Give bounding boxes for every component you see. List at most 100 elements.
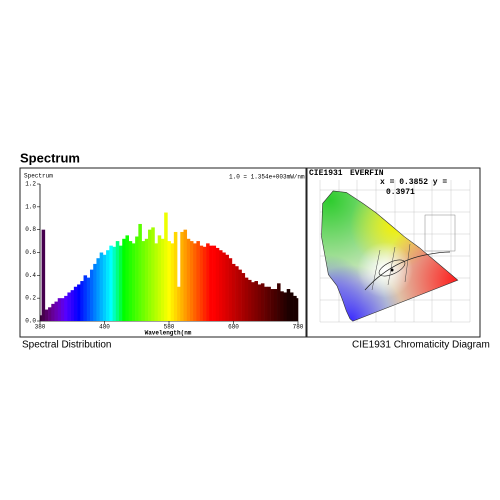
y-tick-label: 0.0 xyxy=(25,318,36,325)
bar xyxy=(64,295,68,321)
bar xyxy=(112,246,117,321)
bar xyxy=(73,286,78,321)
y-tick-label: 1.2 xyxy=(25,181,36,188)
caption: Spectral Distribution xyxy=(22,340,111,351)
bar xyxy=(238,269,242,321)
cie-coords: x = 0.3852 y = xyxy=(380,178,447,187)
bar xyxy=(235,266,239,321)
y-tick-label: 1.0 xyxy=(25,203,36,210)
y-tick-label: 0.6 xyxy=(25,249,36,256)
bar xyxy=(125,235,129,321)
bar xyxy=(96,258,100,321)
bar xyxy=(128,241,133,321)
bar xyxy=(296,298,299,321)
bar xyxy=(264,286,268,321)
bar xyxy=(215,247,220,321)
bar xyxy=(106,250,110,321)
bar xyxy=(48,307,52,321)
bar xyxy=(80,281,84,321)
bar xyxy=(138,223,142,321)
bar xyxy=(277,283,281,321)
bar xyxy=(54,301,59,321)
bar xyxy=(212,245,217,321)
bar xyxy=(280,291,284,321)
annotation: 1.0 = 1.354e+003mW/nm xyxy=(229,174,305,181)
bar xyxy=(119,245,123,321)
bar xyxy=(57,298,62,321)
bar xyxy=(218,250,223,321)
bar xyxy=(144,238,149,321)
bar xyxy=(254,281,258,321)
bar xyxy=(180,231,184,321)
bar xyxy=(273,289,278,321)
bar xyxy=(270,289,275,321)
y-tick-label: 0.8 xyxy=(25,226,36,233)
x-tick-label: 780 xyxy=(293,324,304,331)
bar xyxy=(151,227,155,321)
bar xyxy=(202,246,207,321)
bar xyxy=(157,235,162,321)
bar xyxy=(173,231,178,321)
x-tick-label: 380 xyxy=(35,324,46,331)
bar xyxy=(189,241,194,321)
bar xyxy=(41,229,46,321)
bar xyxy=(141,241,146,321)
bar xyxy=(102,254,107,321)
bar xyxy=(51,303,55,321)
spectrum-frame xyxy=(19,167,307,338)
bar xyxy=(67,292,71,321)
y-tick-label: 0.2 xyxy=(25,295,36,302)
bar xyxy=(260,283,265,321)
bar xyxy=(251,282,255,321)
bar xyxy=(60,298,65,321)
bar xyxy=(40,315,42,321)
bar xyxy=(209,245,213,321)
x-tick-label: 480 xyxy=(99,324,110,331)
bar xyxy=(293,295,297,321)
bar xyxy=(122,238,126,321)
bar xyxy=(44,309,49,321)
bar xyxy=(167,241,171,321)
bar xyxy=(186,238,191,321)
chart-title: Spectrum xyxy=(24,173,53,180)
bar xyxy=(206,243,210,321)
bar xyxy=(131,243,136,321)
bar xyxy=(164,212,168,321)
cie-coords: 0.3971 xyxy=(386,188,415,197)
bar xyxy=(244,277,249,321)
bar xyxy=(160,238,165,321)
cie-title: CIE1931 xyxy=(309,169,343,178)
bar xyxy=(225,254,229,321)
bar xyxy=(196,241,200,321)
bar xyxy=(77,284,81,321)
bar xyxy=(193,243,197,321)
x-axis-label: Wavelength(nm xyxy=(145,330,192,337)
bar xyxy=(148,229,152,321)
bar xyxy=(93,263,97,321)
bar xyxy=(89,269,94,321)
cie-brand: EVERFIN xyxy=(350,169,384,178)
bar xyxy=(283,292,288,321)
y-tick-label: 0.4 xyxy=(25,272,36,279)
x-tick-label: 580 xyxy=(164,324,175,331)
bar xyxy=(177,286,181,321)
bar xyxy=(83,275,88,321)
caption: CIE1931 Chromaticity Diagram xyxy=(352,340,490,351)
bar xyxy=(199,245,204,321)
x-tick-label: 680 xyxy=(228,324,239,331)
bar xyxy=(241,273,246,321)
bar xyxy=(228,258,233,321)
bar xyxy=(170,243,175,321)
bar xyxy=(115,241,120,321)
bar xyxy=(70,290,75,321)
bar xyxy=(135,236,139,321)
bar xyxy=(99,252,104,321)
bar xyxy=(86,277,91,321)
bar xyxy=(286,289,291,321)
bar xyxy=(248,279,252,321)
bar xyxy=(289,292,294,321)
bar xyxy=(222,252,226,321)
bar xyxy=(109,245,113,321)
